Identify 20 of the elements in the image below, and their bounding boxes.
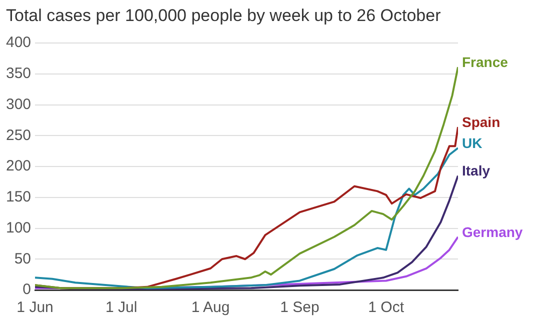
y-tick-label: 0 — [22, 281, 32, 298]
y-tick-label: 100 — [6, 219, 32, 236]
y-tick-label: 300 — [6, 96, 32, 113]
y-tick-label: 150 — [6, 188, 32, 206]
x-tick-label: 1 Jun — [16, 299, 54, 316]
x-tick-label: 1 Jul — [106, 299, 138, 316]
y-tick-label: 200 — [6, 158, 32, 175]
y-tick-label: 400 — [6, 34, 32, 52]
x-tick-label: 1 Sep — [280, 299, 320, 316]
y-tick-label: 250 — [6, 126, 32, 144]
y-tick-label: 50 — [14, 250, 32, 268]
series-label: France — [462, 54, 508, 70]
y-tick-label: 350 — [6, 65, 32, 82]
x-tick-label: 1 Oct — [368, 299, 405, 316]
series-label: UK — [462, 134, 482, 151]
chart-title: Total cases per 100,000 people by week up to 26 October — [5, 5, 442, 27]
x-tick-label: 1 Aug — [191, 299, 230, 316]
series-label: Italy — [462, 162, 490, 179]
series-label: Spain — [462, 114, 500, 130]
series-label: Germany — [462, 224, 523, 240]
